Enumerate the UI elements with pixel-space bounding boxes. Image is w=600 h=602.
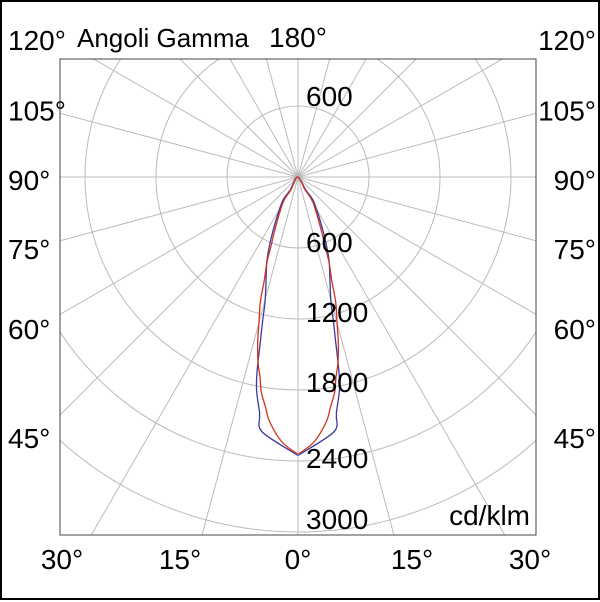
svg-text:0°: 0° [285, 544, 312, 575]
svg-text:600: 600 [306, 81, 353, 112]
svg-text:30°: 30° [509, 544, 551, 575]
svg-text:cd/klm: cd/klm [449, 500, 530, 531]
svg-text:120°: 120° [538, 25, 596, 56]
svg-text:45°: 45° [8, 423, 50, 454]
svg-text:75°: 75° [554, 234, 596, 265]
svg-text:15°: 15° [391, 544, 433, 575]
svg-text:90°: 90° [554, 165, 596, 196]
svg-text:15°: 15° [159, 544, 201, 575]
svg-text:90°: 90° [8, 165, 50, 196]
svg-text:30°: 30° [41, 544, 83, 575]
svg-text:120°: 120° [8, 25, 66, 56]
svg-text:3000: 3000 [306, 504, 368, 535]
svg-text:180°: 180° [269, 22, 327, 53]
svg-text:75°: 75° [8, 234, 50, 265]
svg-text:Angoli Gamma: Angoli Gamma [77, 23, 249, 53]
svg-text:105°: 105° [8, 96, 66, 127]
svg-text:60°: 60° [8, 314, 50, 345]
svg-text:1800: 1800 [306, 367, 368, 398]
svg-text:45°: 45° [554, 423, 596, 454]
svg-text:2400: 2400 [306, 443, 368, 474]
svg-text:1200: 1200 [306, 297, 368, 328]
svg-text:105°: 105° [538, 96, 596, 127]
svg-text:600: 600 [306, 227, 353, 258]
svg-text:60°: 60° [554, 314, 596, 345]
